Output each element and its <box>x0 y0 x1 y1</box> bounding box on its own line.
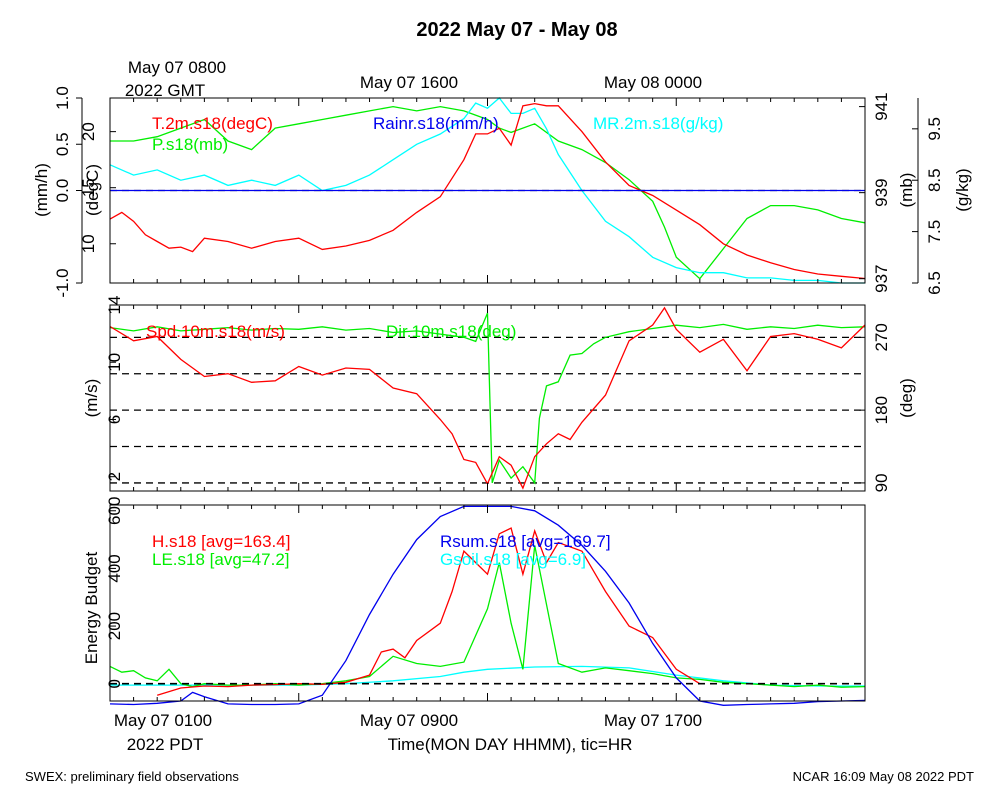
mr-tick-label: 7.5 <box>925 220 944 244</box>
gmt-start-label-line2: 2022 GMT <box>125 81 205 100</box>
legend-pressure: P.s18(mb) <box>152 135 228 154</box>
middle-panel: 2 6 10 14 (m/s) 90 180 270 (deg) Spd.10m.s18(m/s)… <box>82 296 916 493</box>
direction-axis-label: (deg) <box>897 378 916 418</box>
rain-tick-label: 0.5 <box>53 132 72 156</box>
speed-tick-label: 10 <box>105 353 124 372</box>
legend-wind-direction: Dir.10m.s18(deg) <box>386 322 516 341</box>
direction-tick-label: 270 <box>872 323 891 351</box>
legend-rain-rate: Rainr.s18(mm/h) <box>373 114 499 133</box>
direction-tick-label: 180 <box>872 396 891 424</box>
legend-wind-speed: Spd.10m.s18(m/s) <box>146 322 285 341</box>
legend-latent-heat: LE.s18 [avg=47.2] <box>152 550 290 569</box>
direction-tick-label: 90 <box>872 473 891 492</box>
press-axis-label: (mb) <box>897 173 916 208</box>
series-line-latent-heat <box>109 545 866 688</box>
pdt-tick-label-0100: May 07 0100 <box>114 711 212 730</box>
temp-tick-label: 20 <box>79 122 98 141</box>
rain-tick-label: 0.0 <box>53 179 72 203</box>
pdt-tick-label-1700: May 07 1700 <box>604 711 702 730</box>
energy-tick-label: 200 <box>105 612 124 640</box>
gmt-tick-label-0000: May 08 0000 <box>604 73 702 92</box>
rain-tick-label: 1.0 <box>53 86 72 110</box>
temp-tick-label: 10 <box>79 234 98 253</box>
press-tick-label: 937 <box>872 265 891 293</box>
pdt-tick-label-0900: May 07 0900 <box>360 711 458 730</box>
temp-axis-label: (degC) <box>83 164 102 216</box>
energy-tick-label: 400 <box>105 554 124 582</box>
x-axis-label: Time(MON DAY HHMM), tic=HR <box>388 735 633 754</box>
legend-temperature: T.2m.s18(degC) <box>152 114 273 133</box>
mr-tick-label: 9.5 <box>925 117 944 141</box>
mr-tick-label: 8.5 <box>925 168 944 192</box>
series-line-wind-direction <box>109 312 866 485</box>
pdt-year-label: 2022 PDT <box>127 735 204 754</box>
press-tick-label: 941 <box>872 92 891 120</box>
speed-tick-label: 6 <box>105 415 124 424</box>
speed-tick-label: 14 <box>105 296 124 315</box>
energy-tick-label: 600 <box>105 497 124 525</box>
figure-title: 2022 May 07 - May 08 <box>416 19 617 41</box>
energy-axis-label: Energy Budget <box>82 551 101 664</box>
mr-axis-label: (g/kg) <box>953 168 972 211</box>
rain-axis-label: (mm/h) <box>32 163 51 217</box>
speed-axis-label: (m/s) <box>82 379 101 418</box>
press-tick-label: 939 <box>872 178 891 206</box>
legend-sensible-heat: H.s18 [avg=163.4] <box>152 532 290 551</box>
rain-tick-label: -1.0 <box>53 268 72 297</box>
footer-right: NCAR 16:09 May 08 2022 PDT <box>793 769 974 784</box>
series-line-sensible-heat <box>157 527 701 696</box>
legend-mixing-ratio: MR.2m.s18(g/kg) <box>593 114 723 133</box>
series-line-wind-speed <box>109 306 866 490</box>
series-line-net-radiation <box>109 505 866 706</box>
gmt-tick-label-1600: May 07 1600 <box>360 73 458 92</box>
mr-tick-label: 6.5 <box>925 271 944 295</box>
speed-tick-label: 2 <box>105 472 124 481</box>
bottom-panel: 0 200 400 600 Energy Budget H.s18 [avg=163.4]… <box>82 497 866 706</box>
legend-soil-heat-flux: Gsoil.s18 [avg=6.9] <box>440 550 586 569</box>
legend-net-radiation: Rsum.s18 [avg=169.7] <box>440 532 611 551</box>
gmt-start-label-line1: May 07 0800 <box>128 58 226 77</box>
top-panel: -1.0 0.0 0.5 1.0 (mm/h) 10 15 20 (degC) 937 939 941… <box>32 86 972 297</box>
footer-left: SWEX: preliminary field observations <box>25 769 239 784</box>
series-line-temperature <box>109 102 866 280</box>
energy-tick-label: 0 <box>105 679 124 688</box>
temp-tick-label: 15 <box>79 178 98 197</box>
